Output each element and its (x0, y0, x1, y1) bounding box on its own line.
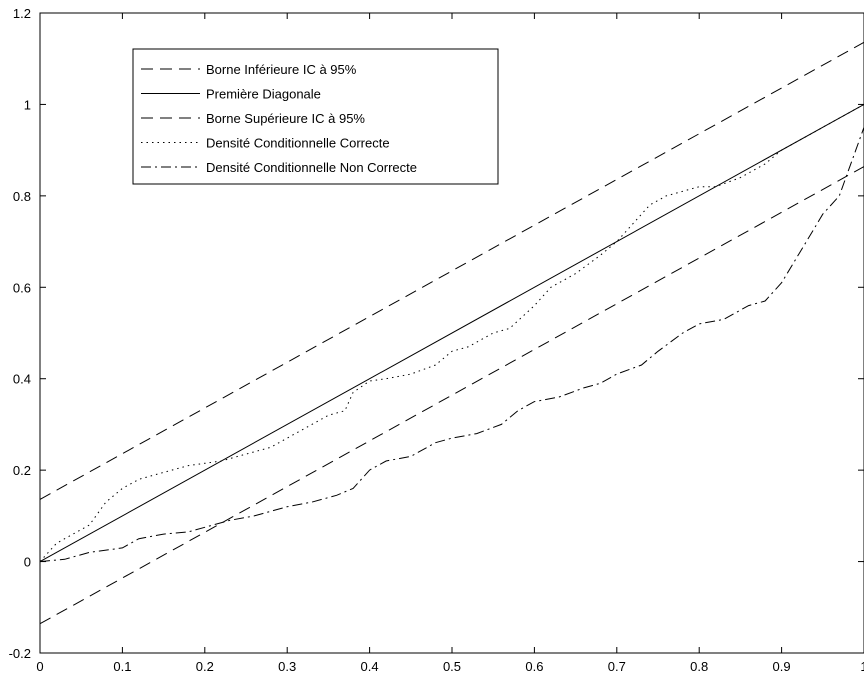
x-tick-label: 0.5 (443, 659, 461, 674)
y-tick-label: 0.6 (13, 280, 31, 295)
series-line-1-dashed (39, 41, 864, 500)
y-tick-label: 0.2 (13, 463, 31, 478)
series-line-4-dotted (39, 103, 864, 562)
plot-frame (39, 12, 864, 654)
legend-label-2: Première Diagonale (206, 87, 321, 102)
y-axis-ticks: -0.2 0 0.2 0.4 0.6 0.8 1 1.2 (9, 6, 864, 661)
legend: Borne Inférieure IC à 95% Première Diagon… (132, 48, 499, 185)
legend-label-3: Borne Supérieure IC à 95% (206, 111, 365, 126)
y-tick-label: 0.4 (13, 372, 31, 387)
x-tick-label: 0.8 (690, 659, 708, 674)
x-tick-label: 0.9 (773, 659, 791, 674)
x-tick-label: 0.2 (196, 659, 214, 674)
legend-box (132, 48, 499, 185)
x-tick-label: 0.6 (525, 659, 543, 674)
x-tick-label: 0.1 (113, 659, 131, 674)
y-tick-label: 1.2 (13, 6, 31, 21)
x-axis-ticks: 0 0.1 0.2 0.3 0.4 0.5 0.6 0.7 0.8 0.9 1 (36, 13, 864, 674)
series-line-2-solid (39, 103, 864, 563)
x-tick-label: 1 (860, 659, 864, 674)
series-layer (39, 41, 864, 625)
x-tick-label: 0.7 (608, 659, 626, 674)
series-line-3-dashed (39, 166, 864, 625)
y-tick-label: 1 (24, 97, 31, 112)
y-tick-label: 0.8 (13, 189, 31, 204)
y-tick-label: 0 (24, 555, 31, 570)
x-tick-label: 0.3 (278, 659, 296, 674)
x-tick-label: 0.4 (361, 659, 379, 674)
series-line-5-dashdot (39, 127, 864, 563)
legend-label-4: Densité Conditionnelle Correcte (206, 136, 390, 151)
legend-label-5: Densité Conditionnelle Non Correcte (206, 160, 417, 175)
x-tick-label: 0 (36, 659, 43, 674)
legend-label-1: Borne Inférieure IC à 95% (206, 62, 357, 77)
y-tick-label: -0.2 (9, 646, 31, 661)
